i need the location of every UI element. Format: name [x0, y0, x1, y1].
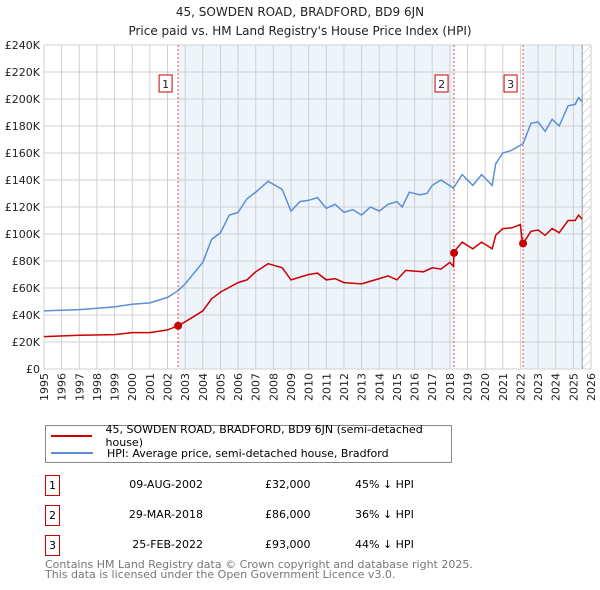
- legend-swatch-blue: [51, 452, 93, 454]
- x-tick-label: 2004: [197, 373, 210, 401]
- x-tick-label: 2019: [461, 373, 474, 401]
- x-tick-label: 2016: [409, 373, 422, 401]
- x-tick-label: 2017: [426, 373, 439, 401]
- x-tick-label: 2021: [497, 373, 510, 401]
- price-paid-line: [43, 213, 583, 338]
- x-tick-label: 2005: [214, 373, 227, 401]
- x-tick-label: 2001: [144, 373, 157, 401]
- sale-row: 2 29-MAR-2018 £86,000 36% ↓ HPI: [45, 505, 465, 526]
- x-tick-label: 2012: [338, 373, 351, 401]
- y-tick-label: £240K: [5, 39, 41, 52]
- y-tick-label: £20K: [12, 336, 41, 349]
- x-tick-label: 2014: [373, 373, 386, 401]
- y-tick-label: £40K: [12, 309, 41, 322]
- sale-point: [174, 321, 183, 330]
- sale-price: £93,000: [265, 538, 311, 551]
- sale-date: 09-AUG-2002: [129, 478, 203, 491]
- sale-number: 3: [45, 535, 60, 556]
- x-tick-label: 2009: [285, 373, 298, 401]
- y-tick-label: £60K: [12, 282, 41, 295]
- x-tick-label: 2006: [232, 373, 245, 401]
- x-tick-label: 2010: [303, 373, 316, 401]
- y-tick-label: £80K: [12, 255, 41, 268]
- sale-row: 1 09-AUG-2002 £32,000 45% ↓ HPI: [45, 475, 465, 496]
- y-tick-label: £0: [26, 363, 40, 376]
- sale-hpi: 44% ↓ HPI: [355, 538, 414, 551]
- x-tick-label: 2011: [320, 373, 333, 401]
- legend-item-hpi: HPI: Average price, semi-detached house,…: [46, 445, 389, 461]
- y-tick-label: £160K: [5, 147, 41, 160]
- legend-item-property: 45, SOWDEN ROAD, BRADFORD, BD9 6JN (semi…: [46, 423, 451, 449]
- legend-label: 45, SOWDEN ROAD, BRADFORD, BD9 6JN (semi…: [105, 423, 423, 449]
- footer-line: Contains HM Land Registry data © Crown c…: [45, 558, 473, 571]
- x-tick-label: 2015: [391, 373, 404, 401]
- y-tick-label: £100K: [5, 228, 41, 241]
- footer-line: This data is licensed under the Open Gov…: [45, 568, 396, 581]
- sale-row: 3 25-FEB-2022 £93,000 44% ↓ HPI: [45, 535, 465, 556]
- chart-title: 45, SOWDEN ROAD, BRADFORD, BD9 6JN: [176, 5, 424, 19]
- y-tick-label: £220K: [5, 66, 41, 79]
- y-tick-label: £140K: [5, 174, 41, 187]
- sale-label: 3: [507, 78, 514, 91]
- x-tick-label: 2026: [585, 373, 598, 401]
- sale-label-box: [158, 74, 173, 93]
- x-tick-label: 2008: [267, 373, 280, 401]
- x-tick-label: 2002: [162, 373, 175, 401]
- x-tick-label: 2000: [126, 373, 139, 401]
- sale-point: [450, 248, 459, 257]
- footer: Contains HM Land Registry data © Crown c…: [45, 558, 473, 581]
- x-tick-label: 2003: [179, 373, 192, 401]
- sale-number: 1: [45, 475, 60, 496]
- x-tick-label: 2023: [532, 373, 545, 401]
- x-tick-label: 2018: [444, 373, 457, 401]
- sale-price: £86,000: [265, 508, 311, 521]
- sale-hpi: 45% ↓ HPI: [355, 478, 414, 491]
- x-tick-label: 1999: [109, 373, 122, 401]
- price-chart: 45, SOWDEN ROAD, BRADFORD, BD9 6JN Price…: [5, 5, 598, 401]
- sale-price: £32,000: [265, 478, 311, 491]
- x-tick-label: 2022: [514, 373, 527, 401]
- sale-label: 1: [162, 78, 169, 91]
- legend-label: HPI: Average price, semi-detached house,…: [107, 446, 389, 460]
- x-tick-label: 1998: [91, 373, 104, 401]
- sale-number: 2: [45, 505, 60, 526]
- chart-subtitle: Price paid vs. HM Land Registry's House …: [128, 24, 471, 38]
- x-tick-label: 2024: [550, 373, 563, 401]
- legend: 45, SOWDEN ROAD, BRADFORD, BD9 6JN (semi…: [45, 423, 452, 463]
- sale-label-box: [434, 74, 449, 93]
- legend-swatch-red: [51, 435, 92, 437]
- x-tick-label: 2025: [567, 373, 580, 401]
- sale-date: 29-MAR-2018: [128, 508, 203, 521]
- sale-date: 25-FEB-2022: [132, 538, 203, 551]
- x-tick-label: 1995: [38, 373, 51, 401]
- sale-label-box: [503, 74, 518, 93]
- x-tick-label: 2013: [356, 373, 369, 401]
- hpi-line: [43, 96, 583, 312]
- x-tick-label: 1997: [73, 373, 86, 401]
- x-tick-label: 1996: [56, 373, 69, 401]
- x-tick-label: 2020: [479, 373, 492, 401]
- sale-label: 2: [438, 78, 445, 91]
- sale-hpi: 36% ↓ HPI: [355, 508, 414, 521]
- sale-point: [519, 239, 528, 248]
- x-tick-label: 2007: [250, 373, 263, 401]
- y-tick-label: £200K: [5, 93, 41, 106]
- y-tick-label: £120K: [5, 201, 41, 214]
- y-tick-label: £180K: [5, 120, 41, 133]
